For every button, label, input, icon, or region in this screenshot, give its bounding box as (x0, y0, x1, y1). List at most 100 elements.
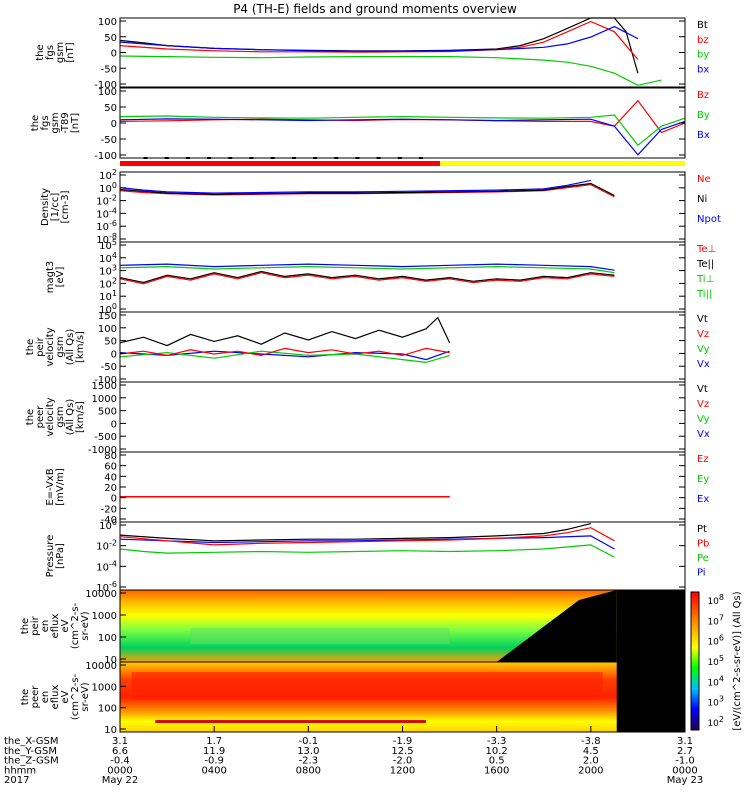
colorbar-label: [eV/(cm^2-s-sr-eV)] (All Qs) (732, 591, 743, 730)
y-tick-label: 10 (104, 655, 117, 666)
y-axis-label: the (35, 44, 46, 60)
y-axis-label: the (20, 618, 31, 634)
y-axis-label: gsm (55, 406, 66, 427)
legend-bx: Bx (697, 130, 710, 141)
series-ni (119, 182, 615, 197)
y-tick-label: 0 (111, 419, 117, 430)
y-axis-label: peer (35, 405, 46, 429)
y-axis-label: the (25, 339, 36, 355)
legend-by: by (697, 50, 709, 61)
y-tick-label: -50 (101, 135, 117, 146)
y-axis-label: [eV] (55, 267, 66, 288)
panel-9 (119, 589, 686, 663)
colorbar-tick: 102 (707, 715, 724, 729)
y-axis-label: eflux (50, 614, 61, 639)
no-data-region (616, 662, 685, 732)
series-tg (119, 265, 615, 274)
y-tick-label: 104 (99, 251, 117, 265)
panel-5 (119, 311, 686, 383)
x-row-value: 0000 (107, 765, 132, 776)
y-tick-label: 50 (104, 337, 117, 348)
panel-8 (119, 521, 686, 591)
x-row-value: -0.4 (110, 756, 130, 767)
y-tick-label: 20 (104, 483, 117, 494)
x-row-label: hhmm (4, 765, 36, 776)
x-row-value: 10.2 (486, 746, 508, 757)
x-row-value: 1200 (390, 765, 415, 776)
y-axis-label: peer (30, 685, 41, 709)
y-tick-label: 0 (111, 49, 117, 60)
x-row-value: 11.9 (203, 746, 225, 757)
y-axis-label: Pressure (45, 535, 56, 578)
colorbar-tick: 105 (707, 654, 724, 668)
panel-1 (119, 17, 686, 88)
x-row-value: -3.8 (581, 736, 601, 747)
x-row-value: -1.0 (675, 756, 695, 767)
x-row-value: 2000 (578, 765, 603, 776)
y-axis-label: the (30, 115, 41, 131)
y-tick-label: 10-2 (96, 539, 117, 553)
legend-ey: Ey (697, 474, 709, 485)
colorbar-tick: 104 (707, 674, 724, 688)
series-pt (119, 523, 591, 542)
y-axis-label: E=-VxB (45, 468, 56, 505)
series-bz (119, 20, 639, 60)
y-tick-label: 10-4 (96, 559, 117, 573)
y-tick-label: 105 (99, 238, 117, 252)
series-by (119, 114, 686, 147)
y-tick-label: 0 (111, 119, 117, 130)
series-vz (119, 347, 450, 357)
series-ti (119, 263, 615, 271)
legend-ti: Ti⊥ (696, 274, 714, 285)
y-tick-label: 100 (98, 704, 117, 715)
x-row-value: -0.9 (204, 756, 224, 767)
y-axis-label: eflux (50, 685, 61, 710)
y-tick-label: 10000 (85, 589, 117, 600)
legend-vx: Vx (697, 359, 710, 370)
y-tick-label: 80 (104, 451, 117, 462)
legend-vz: Vz (697, 329, 709, 340)
series-vt (119, 316, 451, 347)
x-row-label: the_Y-GSM (4, 746, 57, 757)
y-tick-label: 1500 (92, 381, 117, 392)
y-axis-label: eV (60, 619, 71, 632)
x-row-label: 2017 (4, 775, 29, 786)
y-axis-label: gsm (55, 336, 66, 357)
x-row-value: -2.0 (393, 756, 413, 767)
y-axis-label: the (25, 409, 36, 425)
y-axis-label: fgs (40, 115, 51, 130)
y-tick-label: -100 (94, 80, 117, 91)
y-tick-label: -1000 (88, 445, 117, 456)
y-axis-label: (cm^2-s- (70, 673, 81, 720)
legend-pb: Pb (697, 539, 709, 550)
y-axis-label: [nT] (65, 42, 76, 62)
x-row-value: 13.0 (297, 746, 319, 757)
y-axis-label: [km/s] (75, 401, 86, 433)
y-axis-label: eV (60, 690, 71, 703)
legend-bz: Bz (697, 90, 709, 101)
y-tick-label: 50 (104, 33, 117, 44)
y-axis-label: [nT] (70, 113, 81, 133)
series-by (119, 55, 662, 86)
chart-title: P4 (TH-E) fields and ground moments over… (233, 2, 517, 16)
x-row-value: 4.5 (583, 746, 599, 757)
legend-vy: Vy (697, 414, 710, 425)
legend-te: Te|| (696, 259, 714, 270)
panel-3 (119, 171, 686, 243)
y-tick-label: 100 (98, 633, 117, 644)
legend-ni: Ni (697, 194, 707, 205)
colorbar-tick: 108 (707, 593, 724, 607)
y-tick-label: 102 (99, 276, 117, 290)
y-axis-label: [1/cc] (50, 193, 61, 222)
series-pe (119, 544, 615, 558)
y-tick-label: 102 (99, 168, 117, 182)
x-row-value: 2.0 (583, 756, 599, 767)
y-axis-label: (All Qs) (65, 329, 76, 366)
y-axis-label: sr-eV) (80, 611, 91, 640)
x-row-value: May 22 (102, 775, 139, 786)
y-axis-label: sr-eV) (80, 682, 91, 711)
panel-2 (119, 87, 686, 159)
y-tick-label: 100 (99, 518, 117, 532)
legend-bx: bx (697, 64, 709, 75)
